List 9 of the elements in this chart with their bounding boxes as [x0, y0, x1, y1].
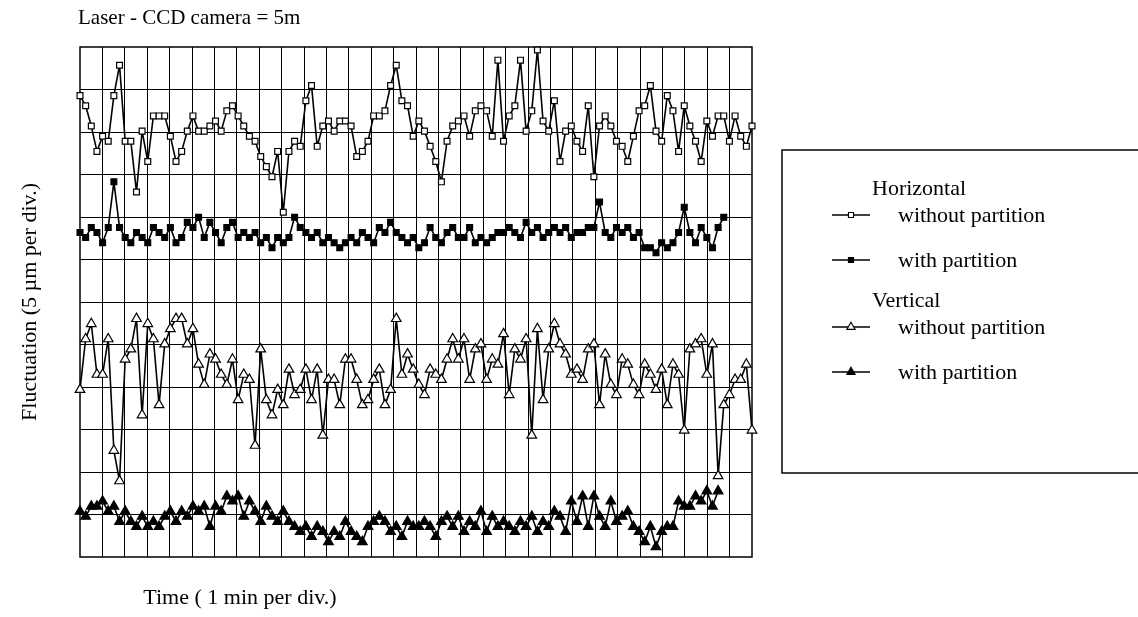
text: Vertical: [872, 287, 941, 312]
legend-label: with partition: [898, 359, 1018, 384]
x-axis-title: Time ( 1 min per div.): [143, 584, 337, 609]
legend-label: without partition: [898, 314, 1046, 339]
y-axis-title: Fluctuation (5 µm per div.): [16, 183, 41, 421]
chart-title: Laser - CCD camera = 5m: [78, 5, 301, 29]
text: Horizontal: [872, 175, 967, 200]
legend-label: with partition: [898, 247, 1018, 272]
legend-label: without partition: [898, 202, 1046, 227]
